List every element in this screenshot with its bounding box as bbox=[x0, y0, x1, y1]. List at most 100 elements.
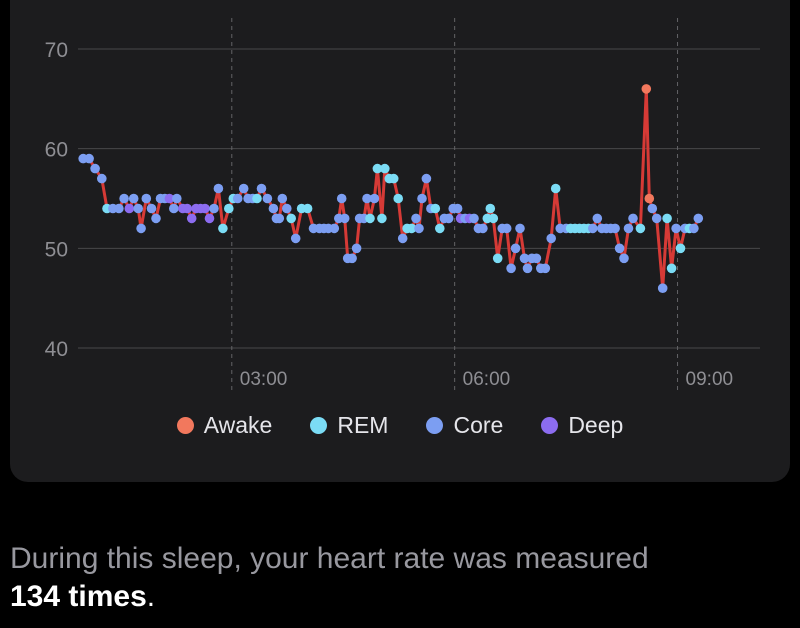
heart-rate-point-rem[interactable] bbox=[550, 183, 561, 194]
heart-rate-point-core[interactable] bbox=[522, 263, 533, 274]
heart-rate-point-rem[interactable] bbox=[666, 263, 677, 274]
heart-rate-point-deep[interactable] bbox=[200, 203, 210, 214]
heart-rate-point-rem[interactable] bbox=[388, 173, 399, 184]
heart-rate-point-deep[interactable] bbox=[182, 203, 192, 214]
heart-rate-point-core[interactable] bbox=[610, 223, 620, 234]
heart-rate-point-core[interactable] bbox=[262, 193, 273, 204]
heart-rate-point-core[interactable] bbox=[347, 253, 357, 264]
heart-rate-point-core[interactable] bbox=[329, 223, 340, 234]
heart-rate-point-core[interactable] bbox=[623, 223, 634, 234]
heart-rate-point-core[interactable] bbox=[651, 213, 662, 224]
heart-rate-point-core[interactable] bbox=[671, 223, 681, 234]
legend-item-awake[interactable]: Awake bbox=[176, 412, 272, 439]
heart-rate-point-rem[interactable] bbox=[435, 223, 445, 234]
heart-rate-point-core[interactable] bbox=[339, 213, 350, 224]
heart-rate-point-awake[interactable] bbox=[641, 84, 652, 94]
heart-rate-point-core[interactable] bbox=[141, 193, 152, 204]
heart-rate-point-core[interactable] bbox=[693, 213, 704, 224]
heart-rate-point-core[interactable] bbox=[151, 213, 161, 224]
heart-rate-point-core[interactable] bbox=[256, 183, 267, 194]
heart-rate-point-core[interactable] bbox=[592, 213, 603, 224]
heart-rate-point-core[interactable] bbox=[689, 223, 699, 234]
heart-rate-point-rem[interactable] bbox=[393, 193, 404, 204]
heart-rate-point-core[interactable] bbox=[369, 193, 380, 204]
legend-item-deep[interactable]: Deep bbox=[541, 412, 623, 439]
heart-rate-point-deep[interactable] bbox=[164, 193, 175, 204]
heart-rate-point-core[interactable] bbox=[282, 203, 292, 214]
heart-rate-point-rem[interactable] bbox=[380, 163, 390, 174]
heart-rate-point-core[interactable] bbox=[414, 223, 424, 234]
legend-label-core: Core bbox=[453, 412, 504, 438]
heart-rate-point-core[interactable] bbox=[290, 233, 301, 244]
heart-rate-point-rem[interactable] bbox=[485, 203, 496, 214]
heart-rate-point-core[interactable] bbox=[114, 203, 124, 214]
heart-rate-point-core[interactable] bbox=[469, 213, 479, 224]
heart-rate-point-core[interactable] bbox=[133, 203, 143, 214]
heart-rate-point-core[interactable] bbox=[336, 193, 347, 204]
heart-rate-point-core[interactable] bbox=[501, 223, 512, 234]
heart-rate-point-rem[interactable] bbox=[218, 223, 228, 234]
heart-rate-point-core[interactable] bbox=[531, 253, 542, 264]
heart-rate-point-core[interactable] bbox=[362, 193, 372, 204]
core-dot-icon bbox=[426, 417, 444, 434]
heart-rate-point-core[interactable] bbox=[277, 193, 288, 204]
heart-rate-point-core[interactable] bbox=[540, 263, 551, 274]
heart-rate-point-core[interactable] bbox=[136, 223, 146, 234]
heart-rate-point-core[interactable] bbox=[614, 243, 625, 254]
heart-rate-point-core[interactable] bbox=[515, 223, 525, 234]
heart-rate-point-core[interactable] bbox=[84, 153, 94, 164]
heart-rate-point-rem[interactable] bbox=[377, 213, 387, 224]
heart-rate-point-core[interactable] bbox=[213, 183, 224, 194]
heart-rate-point-core[interactable] bbox=[268, 203, 279, 214]
heart-rate-point-core[interactable] bbox=[97, 173, 107, 184]
heart-rate-point-core[interactable] bbox=[647, 203, 658, 214]
heart-rate-point-core[interactable] bbox=[128, 193, 139, 204]
heart-rate-point-layer bbox=[78, 84, 704, 294]
heart-rate-point-core[interactable] bbox=[232, 193, 243, 204]
heart-rate-point-rem[interactable] bbox=[286, 213, 297, 224]
heart-rate-point-core[interactable] bbox=[169, 203, 179, 214]
heart-rate-point-core[interactable] bbox=[209, 203, 219, 214]
heart-rate-point-core[interactable] bbox=[519, 253, 530, 264]
heart-rate-point-core[interactable] bbox=[588, 223, 598, 234]
heart-rate-point-rem[interactable] bbox=[302, 203, 313, 214]
heart-rate-point-core[interactable] bbox=[421, 173, 432, 184]
heart-rate-point-rem[interactable] bbox=[430, 203, 441, 214]
heart-rate-point-core[interactable] bbox=[146, 203, 157, 214]
heart-rate-point-core[interactable] bbox=[628, 213, 638, 224]
heart-rate-point-core[interactable] bbox=[657, 283, 668, 294]
heart-rate-point-deep[interactable] bbox=[186, 213, 197, 224]
legend-item-rem[interactable]: REM bbox=[310, 412, 388, 439]
heart-rate-point-core[interactable] bbox=[619, 253, 629, 264]
heart-rate-point-core[interactable] bbox=[274, 213, 285, 224]
heart-rate-point-core[interactable] bbox=[546, 233, 556, 244]
heart-rate-point-core[interactable] bbox=[119, 193, 129, 204]
heart-rate-point-core[interactable] bbox=[90, 163, 100, 174]
heart-rate-point-rem[interactable] bbox=[224, 203, 234, 214]
heart-rate-point-core[interactable] bbox=[351, 243, 362, 254]
heart-rate-point-core[interactable] bbox=[172, 193, 182, 204]
legend-item-core[interactable]: Core bbox=[426, 412, 503, 439]
heart-rate-point-core[interactable] bbox=[411, 213, 421, 224]
heart-rate-point-core[interactable] bbox=[506, 263, 516, 274]
heart-rate-point-core[interactable] bbox=[443, 213, 454, 224]
heart-rate-point-core[interactable] bbox=[417, 193, 427, 204]
heart-rate-point-rem[interactable] bbox=[372, 163, 383, 174]
heart-rate-point-rem[interactable] bbox=[662, 213, 672, 224]
heart-rate-point-deep[interactable] bbox=[124, 203, 135, 214]
heart-rate-point-rem[interactable] bbox=[675, 243, 686, 254]
heart-rate-point-rem[interactable] bbox=[365, 213, 375, 224]
heart-rate-point-rem[interactable] bbox=[488, 213, 499, 224]
heart-rate-point-deep[interactable] bbox=[204, 213, 215, 224]
heart-rate-point-rem[interactable] bbox=[252, 193, 262, 204]
heart-rate-point-rem[interactable] bbox=[406, 223, 417, 234]
heart-rate-point-core[interactable] bbox=[397, 233, 408, 244]
heart-rate-point-awake[interactable] bbox=[644, 193, 655, 204]
heart-rate-point-core[interactable] bbox=[452, 203, 463, 214]
heart-rate-point-rem[interactable] bbox=[492, 253, 503, 264]
heart-rate-point-rem[interactable] bbox=[635, 223, 646, 234]
heart-rate-point-core[interactable] bbox=[238, 183, 249, 194]
heart-rate-point-core[interactable] bbox=[510, 243, 521, 254]
heart-rate-chart[interactable]: 70 60 50 40 03:00 06:00 09:00 bbox=[10, 0, 790, 400]
heart-rate-point-core[interactable] bbox=[478, 223, 488, 234]
